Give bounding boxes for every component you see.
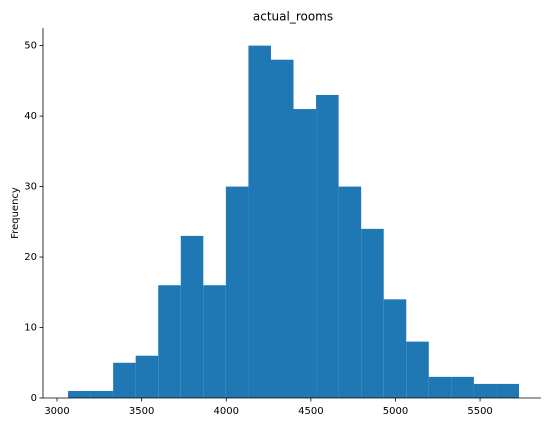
bar [270,59,294,398]
bar [406,341,429,398]
x-tick-label: 3500 [129,406,154,417]
bar [293,109,317,399]
x-tick-label: 3000 [44,406,69,417]
bar [451,376,474,398]
bar [135,355,159,398]
y-tick-label: 10 [24,323,37,334]
bar [383,299,407,398]
bar [338,186,362,398]
bar [180,235,204,398]
y-tick-label: 20 [24,252,37,263]
bar [90,390,114,398]
bar [158,285,181,398]
bar [68,390,91,398]
bar [113,362,136,398]
bar [428,376,452,398]
y-tick-label: 40 [24,111,37,122]
bar [473,383,497,398]
bar [225,186,249,398]
x-tick-label: 4000 [214,406,239,417]
bar [203,285,226,398]
x-tick-label: 5000 [383,406,408,417]
y-tick-label: 0 [31,393,37,404]
x-tick-label: 5500 [467,406,492,417]
chart-title: actual_rooms [253,10,333,24]
bar [248,45,271,398]
y-tick-label: 50 [24,41,37,52]
bar [361,228,384,398]
bar [316,94,339,398]
x-tick-label: 4500 [298,406,323,417]
y-tick-label: 30 [24,182,37,193]
y-axis-label: Frequency [10,187,21,239]
bar [496,383,520,398]
